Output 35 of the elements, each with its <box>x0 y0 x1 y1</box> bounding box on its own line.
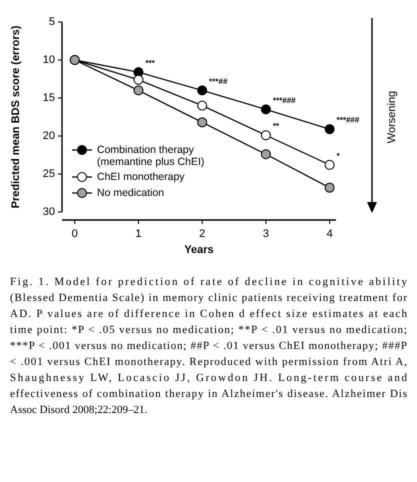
point <box>197 117 208 128</box>
annotation: ** <box>272 122 280 131</box>
annotation: ***### <box>272 96 296 105</box>
y-tick-label: 30 <box>42 206 55 218</box>
point <box>133 85 144 96</box>
x-tick-label: 4 <box>326 228 333 240</box>
y-axis-title: Predicted mean BDS score (errors) <box>10 25 22 208</box>
annotation: ***### <box>336 116 360 125</box>
text: Worsening <box>386 90 398 144</box>
annotation: * <box>336 151 341 160</box>
x-tick-label: 1 <box>135 228 142 240</box>
y-tick-label: 15 <box>42 92 55 104</box>
y-tick-label: 5 <box>48 16 55 28</box>
text: Fig. 1. Model for prediction of rate of decline in cognitive ability (Blessed Dementia Scale) in memory clinic patients receiving treatment for AD. P values are of difference in Cohen d effect size estimates at each time point: *P < .05 versus no medication; **P < .01 versus no medication; ***P < .001 versus no medication; ##P < .01 versus ChEI monotherapy; ###P < .001 versus ChEI monotherapy. Reproduced with permission from Atri A, Shaughnessy LW, Locascio JJ, Growdon JH. Long-term course and effectiveness of combination therapy in Alzheimer's disease. Alzheimer Dis Assoc Disord 2008;22:209–21. <box>10 276 407 416</box>
point <box>324 160 335 170</box>
point <box>260 104 271 114</box>
legend-label: No medication <box>97 187 164 199</box>
x-axis-title: Years <box>184 244 214 256</box>
annotation: *** <box>145 58 156 68</box>
point <box>197 85 208 96</box>
point <box>133 74 144 85</box>
x-tick-label: 0 <box>72 228 78 240</box>
legend-label: Combination therapy (memantine plus ChEI) <box>97 144 204 168</box>
y-tick-label: 20 <box>42 130 55 142</box>
x-tick-label: 2 <box>199 228 206 240</box>
point <box>260 130 271 140</box>
point <box>260 149 271 160</box>
point <box>324 124 335 134</box>
y-tick-label: 10 <box>42 54 55 66</box>
legend-label: ChEI monotherapy <box>97 171 186 183</box>
annotation: ***## <box>209 76 228 86</box>
point <box>324 182 335 193</box>
y-tick-label: 25 <box>42 168 55 180</box>
point <box>197 100 208 111</box>
x-tick-label: 3 <box>262 228 269 240</box>
